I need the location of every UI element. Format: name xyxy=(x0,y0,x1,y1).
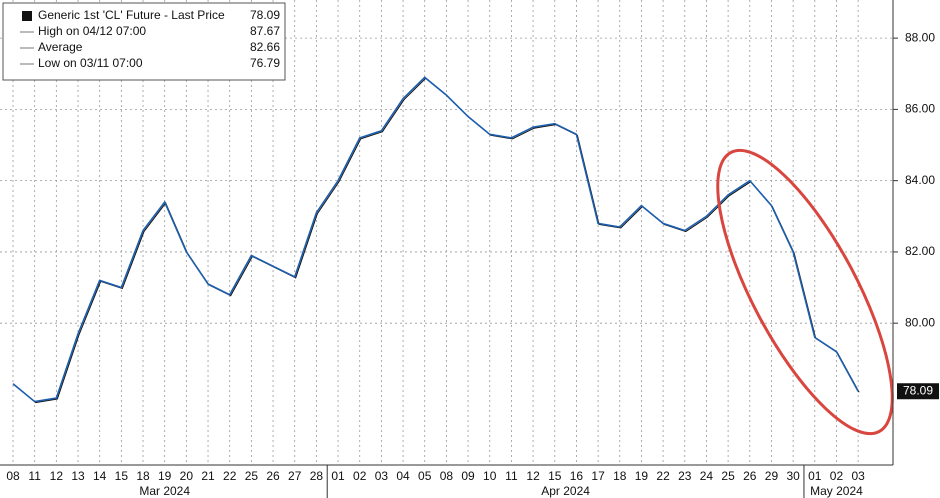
legend-value: 87.67 xyxy=(250,24,280,38)
x-tick-label: 04 xyxy=(396,469,410,483)
x-tick-label: 16 xyxy=(570,469,584,483)
x-tick-label: 14 xyxy=(93,469,107,483)
x-tick-label: 15 xyxy=(115,469,129,483)
x-tick-label: 03 xyxy=(375,469,389,483)
x-tick-label: 13 xyxy=(71,469,85,483)
last-price-label: 78.09 xyxy=(903,383,933,397)
x-tick-label: 12 xyxy=(50,469,64,483)
legend-value: 82.66 xyxy=(250,40,280,54)
x-tick-label: 15 xyxy=(548,469,562,483)
legend-label: Generic 1st 'CL' Future - Last Price xyxy=(38,8,225,22)
x-tick-label: 09 xyxy=(461,469,475,483)
x-tick-label: 02 xyxy=(830,469,844,483)
x-tick-label: 18 xyxy=(136,469,150,483)
x-tick-label: 30 xyxy=(786,469,800,483)
x-tick-label: 17 xyxy=(591,469,605,483)
x-tick-label: 22 xyxy=(656,469,670,483)
month-label: May 2024 xyxy=(810,484,863,498)
legend-value: 76.79 xyxy=(250,56,280,70)
x-tick-label: 01 xyxy=(331,469,345,483)
x-tick-label: 08 xyxy=(440,469,454,483)
x-tick-label: 20 xyxy=(180,469,194,483)
grid xyxy=(0,0,893,465)
price-line xyxy=(12,76,859,403)
x-tick-label: 24 xyxy=(700,469,714,483)
x-tick-label: 19 xyxy=(635,469,649,483)
y-tick-label: 84.00 xyxy=(905,173,935,187)
x-tick-label: 26 xyxy=(743,469,757,483)
x-tick-label: 22 xyxy=(223,469,237,483)
x-tick-label: 21 xyxy=(201,469,215,483)
x-tick-label: 10 xyxy=(483,469,497,483)
x-tick-label: 25 xyxy=(721,469,735,483)
legend-label: High on 04/12 07:00 xyxy=(38,24,146,38)
legend-box xyxy=(2,2,286,81)
x-tick-label: 18 xyxy=(613,469,627,483)
x-tick-label: 12 xyxy=(526,469,540,483)
x-tick-label: 28 xyxy=(310,469,324,483)
x-tick-label: 01 xyxy=(808,469,822,483)
legend-swatch xyxy=(22,11,32,21)
legend-label: Average xyxy=(38,40,83,54)
legend: Generic 1st 'CL' Future - Last Price 78.0… xyxy=(2,2,286,81)
x-tick-label: 11 xyxy=(505,469,518,483)
x-tick-label: 19 xyxy=(158,469,172,483)
x-tick-label: 05 xyxy=(418,469,432,483)
x-tick-label: 02 xyxy=(353,469,367,483)
x-tick-label: 25 xyxy=(245,469,259,483)
month-label: Mar 2024 xyxy=(139,484,190,498)
x-tick-label: 27 xyxy=(288,469,302,483)
y-tick-label: 88.00 xyxy=(905,30,935,44)
x-tick-label: 11 xyxy=(28,469,41,483)
month-label: Apr 2024 xyxy=(541,484,590,498)
y-tick-label: 80.00 xyxy=(905,315,935,329)
last-price-box xyxy=(897,383,939,400)
y-tick-label: 86.00 xyxy=(905,102,935,116)
x-tick-label: 26 xyxy=(266,469,280,483)
x-tick-label: 03 xyxy=(851,469,865,483)
legend-value: 78.09 xyxy=(250,8,280,22)
x-tick-label: 23 xyxy=(678,469,692,483)
highlight-ellipse xyxy=(716,148,894,436)
axes: 80.00 82.00 84.00 86.00 88.00 08 11 12 13 14 15 18 1… xyxy=(6,30,939,498)
y-tick-label: 82.00 xyxy=(905,244,935,258)
legend-label: Low on 03/11 07:00 xyxy=(38,56,143,70)
x-tick-label: 08 xyxy=(6,469,20,483)
x-tick-label: 29 xyxy=(765,469,779,483)
